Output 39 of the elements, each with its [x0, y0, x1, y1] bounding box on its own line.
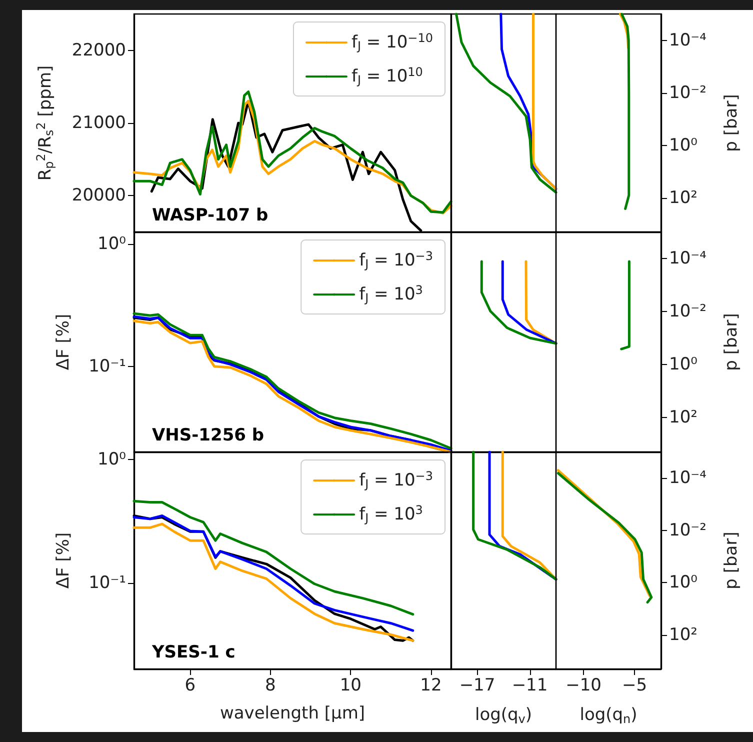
- y-tick-label: 21000: [72, 113, 126, 133]
- y-axis-title: p [bar]: [722, 94, 742, 152]
- line-series: [132, 500, 414, 616]
- y-axis-title: ΔF [%]: [54, 532, 74, 589]
- y-axis-title: ΔF [%]: [54, 314, 74, 370]
- x-axis-title: wavelength [μm]: [220, 704, 366, 724]
- y-tick-label: 10²: [669, 624, 698, 645]
- y-tick-label: 10⁻¹: [88, 572, 126, 593]
- y-tick-label: 10⁰: [669, 135, 698, 156]
- annotation: VHS-1256 b: [152, 426, 264, 446]
- y-tick-label: 10⁰: [669, 572, 698, 593]
- y-axis-title: p [bar]: [722, 532, 742, 590]
- y-tick-label: 10⁰: [669, 354, 698, 375]
- y-tick-label: 10⁻¹: [88, 356, 126, 376]
- y-tick-label: 10²: [669, 408, 698, 428]
- y-tick-label: 10⁰: [98, 234, 126, 254]
- y-tick-label: 10⁻⁴: [669, 468, 707, 488]
- x-tick-label: 8: [265, 676, 276, 696]
- line-series: [620, 12, 630, 210]
- y-tick-label: 10⁻²: [669, 82, 706, 103]
- y-tick-label: 10⁰: [98, 449, 126, 470]
- y-tick-label: 10⁻⁴: [669, 248, 707, 269]
- y-axis-title: p [bar]: [722, 313, 742, 371]
- x-tick-label: −11: [512, 676, 548, 696]
- y-tick-label: 10⁻²: [669, 302, 706, 322]
- x-tick-label: −5: [622, 676, 648, 696]
- x-tick-label: −10: [566, 676, 602, 696]
- x-tick-label: 6: [184, 676, 196, 696]
- y-tick-label: 22000: [72, 40, 126, 60]
- annotation: WASP-107 b: [152, 206, 268, 226]
- x-tick-label: 10: [340, 676, 362, 696]
- y-tick-label: 10⁻²: [669, 520, 706, 540]
- x-tick-label: −17: [459, 676, 496, 696]
- x-tick-label: 12: [420, 676, 442, 696]
- annotation: YSES-1 c: [151, 642, 236, 662]
- y-tick-label: 20000: [72, 186, 126, 206]
- y-tick-label: 10²: [669, 188, 698, 208]
- y-tick-label: 10⁻⁴: [669, 30, 707, 50]
- y-axis-title: Rp2/Rs2 [ppm]: [34, 65, 56, 181]
